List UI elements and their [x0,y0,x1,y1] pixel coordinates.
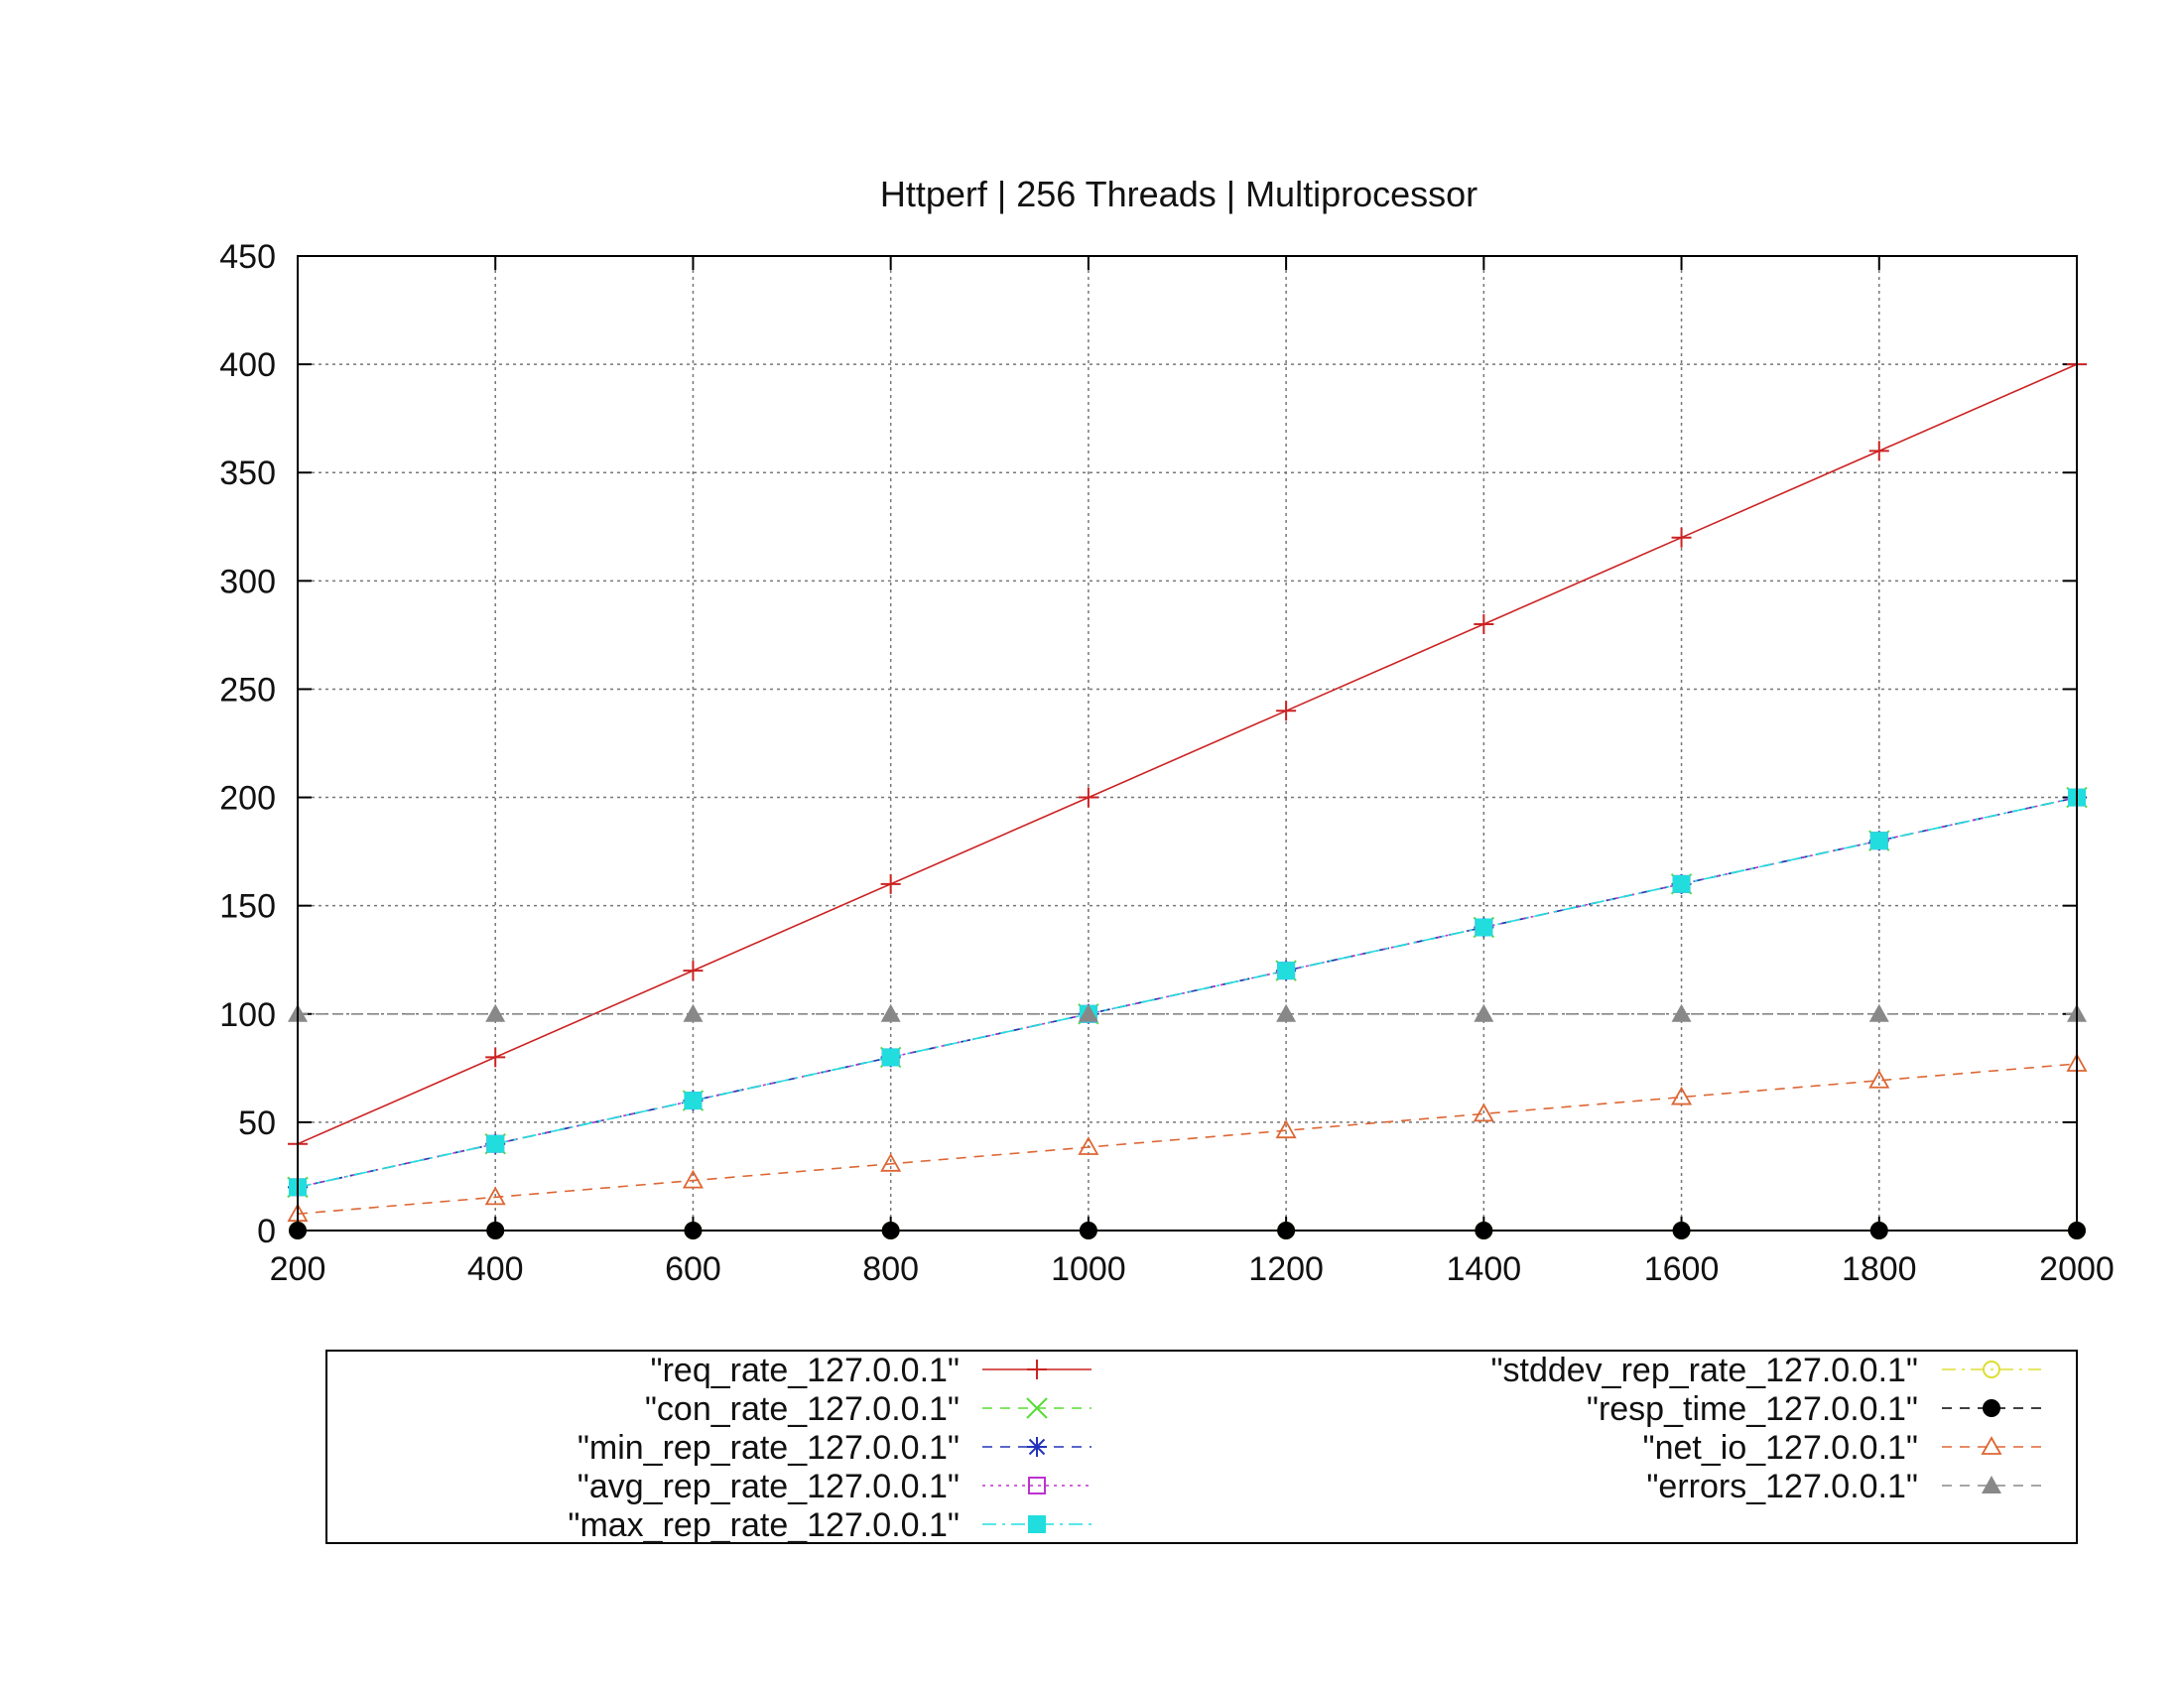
legend-label: "stddev_rep_rate_127.0.0.1" [1490,1352,1918,1389]
data-point [1475,918,1493,937]
x-tick-label: 2000 [2039,1250,2115,1288]
chart-title: Httperf | 256 Threads | Multiprocessor [880,174,1477,214]
data-point [485,1003,506,1022]
series-7 [287,1053,2088,1223]
data-point [1027,1360,1047,1379]
data-point [485,1047,506,1068]
legend: "req_rate_127.0.0.1""con_rate_127.0.0.1"… [325,1350,2078,1544]
x-tick-label: 1200 [1248,1250,1324,1288]
data-point [684,1092,703,1110]
x-tick-label: 1800 [1842,1250,1917,1288]
x-tick-label: 800 [862,1250,919,1288]
legend-entry: "req_rate_127.0.0.1" [651,1352,1092,1389]
data-point [1982,1476,2001,1493]
data-point [880,1003,901,1022]
legend-label: "resp_time_127.0.0.1" [1587,1390,1918,1428]
y-tick-label: 100 [219,996,276,1034]
data-point [1275,1119,1297,1139]
plot-frame [297,255,2078,1232]
data-point [682,1169,704,1189]
data-point [1276,701,1297,721]
series-8 [288,1003,2087,1022]
data-point [1027,1437,1047,1457]
x-tick-label: 600 [665,1250,721,1288]
legend-entry: "stddev_rep_rate_127.0.0.1" [1490,1352,2041,1389]
legend-box [325,1350,2078,1544]
data-point [1474,613,1494,634]
data-point [1474,1003,1494,1022]
data-point [881,1048,900,1067]
grid [298,256,2077,1231]
data-point [1276,1003,1297,1022]
legend-label: "avg_rep_rate_127.0.0.1" [578,1468,960,1505]
data-point [486,1134,505,1153]
y-tick-label: 400 [219,346,276,384]
legend-entry: "max_rep_rate_127.0.0.1" [568,1506,1092,1544]
data-point [1671,1086,1693,1105]
legend-entry: "avg_rep_rate_127.0.0.1" [578,1468,1092,1505]
data-point [1028,1477,1046,1494]
data-point [1869,832,1888,850]
data-point [1078,787,1098,808]
data-point [1026,1397,1048,1419]
data-point [1983,1361,2000,1378]
legend-entry: "min_rep_rate_127.0.0.1" [578,1429,1092,1467]
y-tick-label: 250 [219,671,276,709]
y-tick-label: 150 [219,888,276,926]
axis-ticks: 0 50 100 150 200 250 300 350 400 450 200 400 600 800 1… [219,238,2115,1288]
data-point [683,1003,704,1022]
data-point [1671,1003,1692,1022]
legend-entry: "con_rate_127.0.0.1" [645,1390,1092,1428]
legend-label: "req_rate_127.0.0.1" [651,1352,960,1389]
data-point [1473,1103,1494,1122]
y-tick-label: 450 [219,238,276,276]
x-tick-label: 1000 [1051,1250,1126,1288]
legend-entry: "net_io_127.0.0.1" [1643,1429,2041,1467]
data-point [1868,1069,1890,1089]
legend-label: "errors_127.0.0.1" [1646,1468,1918,1505]
data-point [683,961,704,981]
y-tick-label: 300 [219,563,276,600]
x-tick-label: 1600 [1644,1250,1720,1288]
series-line [297,1063,2078,1215]
data-point [1277,962,1296,980]
data-point [1868,441,1889,461]
data-point [1028,1515,1046,1533]
data-point [880,1152,902,1172]
x-tick-label: 200 [270,1250,326,1288]
data-point [1078,1136,1099,1155]
data-point [1981,1436,2002,1455]
x-tick-label: 400 [467,1250,524,1288]
y-tick-label: 50 [238,1104,276,1142]
data-point [484,1186,506,1206]
x-tick-label: 1400 [1447,1250,1522,1288]
data-point [1671,527,1692,548]
legend-label: "con_rate_127.0.0.1" [645,1390,960,1428]
data-point [1672,874,1691,893]
series-line [297,796,2078,1189]
y-tick-label: 0 [257,1213,276,1250]
legend-label: "net_io_127.0.0.1" [1643,1429,1918,1467]
data-point [1078,1003,1098,1022]
legend-entry: "errors_127.0.0.1" [1646,1468,2041,1505]
data-point [1983,1399,2000,1417]
series-line [297,363,2078,1145]
legend-label: "min_rep_rate_127.0.0.1" [578,1429,960,1467]
y-tick-label: 350 [219,454,276,492]
legend-label: "max_rep_rate_127.0.0.1" [568,1506,960,1544]
legend-entry: "resp_time_127.0.0.1" [1587,1390,2041,1428]
data-point [880,873,901,894]
y-tick-label: 200 [219,780,276,818]
data-point [1868,1003,1889,1022]
